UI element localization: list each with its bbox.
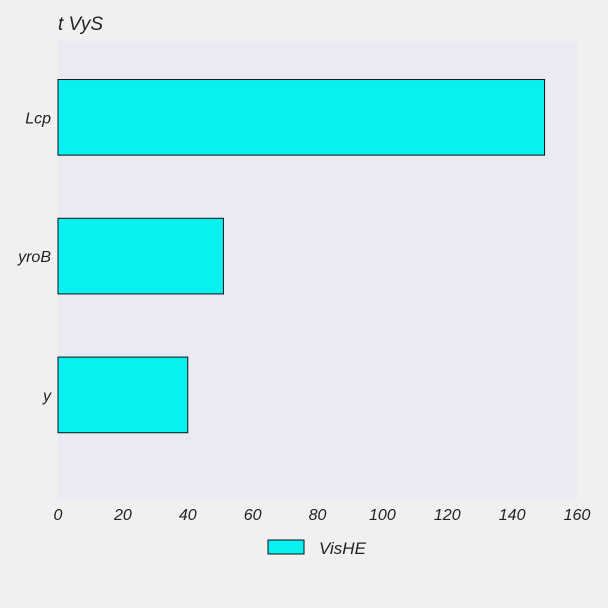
y-tick-label: yroB	[17, 249, 51, 266]
x-tick-label: 20	[113, 507, 132, 524]
y-tick-labels: Lcp yroB y	[17, 110, 52, 405]
bar-yroB	[57, 217, 224, 295]
x-tick-label: 100	[369, 507, 396, 524]
bars-group	[57, 79, 546, 434]
legend: VisHE	[267, 539, 367, 558]
x-tick-label: 40	[179, 507, 197, 524]
x-tick-label: 160	[564, 507, 591, 524]
x-tick-label: 80	[309, 507, 327, 524]
x-tick-label: 140	[499, 507, 526, 524]
bar-Lcp	[57, 79, 546, 156]
chart-title: t VyS	[58, 14, 103, 35]
x-tick-label: 120	[434, 507, 461, 524]
x-tick-labels: 0 20 40 60 80 100 120 140 160	[54, 507, 591, 524]
y-tick-label: Lcp	[25, 110, 51, 127]
legend-label: VisHE	[319, 539, 367, 558]
x-tick-label: 60	[244, 507, 262, 524]
bar-y	[57, 356, 189, 434]
legend-swatch	[267, 539, 305, 555]
y-tick-label: y	[42, 388, 52, 405]
x-tick-label: 0	[54, 507, 63, 524]
